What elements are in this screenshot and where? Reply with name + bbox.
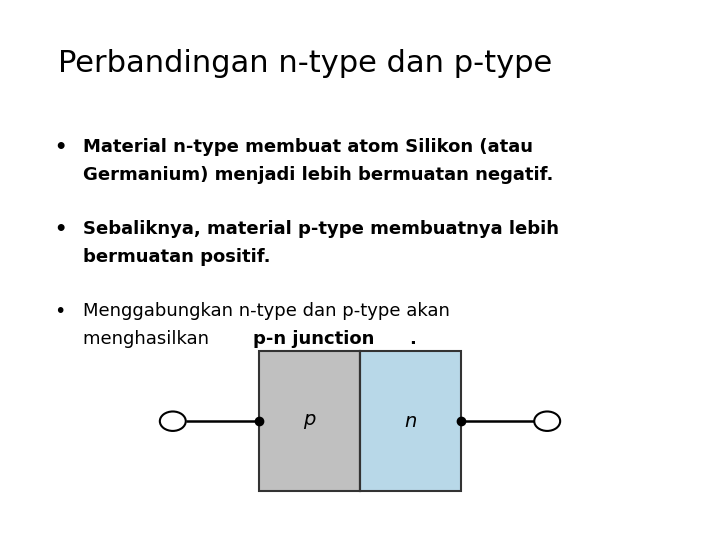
Text: Menggabungkan n-type dan p-type akan: Menggabungkan n-type dan p-type akan — [83, 302, 450, 320]
Text: Germanium) menjadi lebih bermuatan negatif.: Germanium) menjadi lebih bermuatan negat… — [83, 166, 553, 184]
Text: •: • — [54, 302, 66, 321]
Text: Sebaliknya, material p-type membuatnya lebih: Sebaliknya, material p-type membuatnya l… — [83, 220, 559, 238]
Text: Perbandingan n-type dan p-type: Perbandingan n-type dan p-type — [58, 49, 552, 78]
Circle shape — [160, 411, 186, 431]
Text: menghasilkan: menghasilkan — [83, 330, 215, 348]
Bar — [360, 351, 461, 491]
Text: .: . — [410, 330, 416, 348]
Circle shape — [534, 411, 560, 431]
Text: •: • — [54, 220, 66, 239]
Text: •: • — [54, 138, 66, 157]
Text: bermuatan positif.: bermuatan positif. — [83, 248, 270, 266]
Text: $p$: $p$ — [303, 411, 316, 431]
Text: p-n junction: p-n junction — [253, 330, 374, 348]
Text: Material n-type membuat atom Silikon (atau: Material n-type membuat atom Silikon (at… — [83, 138, 533, 156]
Bar — [259, 351, 360, 491]
Text: $n$: $n$ — [404, 411, 417, 431]
